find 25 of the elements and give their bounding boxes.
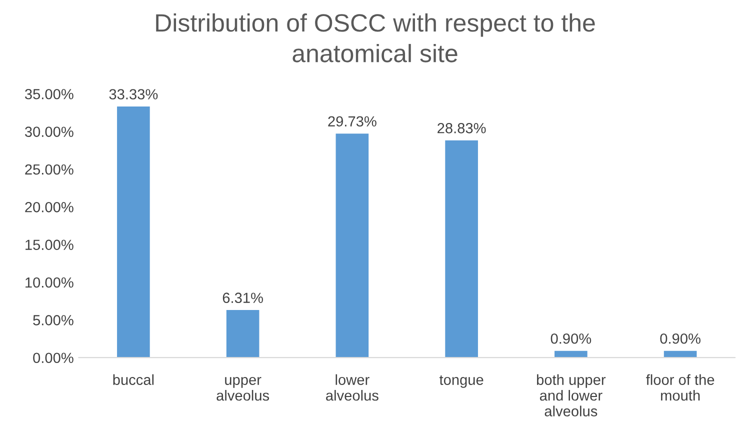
data-label: 28.83% — [438, 122, 486, 134]
x-tick-label: upper alveolus — [216, 376, 270, 401]
data-label: 29.73% — [328, 116, 376, 127]
bar — [117, 106, 150, 358]
y-tick-label: 15.00% — [26, 240, 74, 250]
bar — [336, 134, 369, 358]
x-tick-label: lower alveolus — [326, 374, 378, 401]
data-label: 0.90% — [550, 333, 592, 344]
y-tick-label: 5.00% — [33, 315, 74, 326]
y-tick-label: 30.00% — [24, 126, 74, 137]
y-tick-label: 0.00% — [33, 352, 74, 364]
x-tick-label: tongue — [439, 375, 484, 388]
chart-title: Distribution of OSCC with respect to the anatomical site — [156, 13, 595, 62]
bar — [226, 310, 260, 358]
x-tick-label: both upper and lower alveolus — [537, 374, 606, 416]
y-tick-label: 25.00% — [25, 164, 74, 175]
data-label: 33.33% — [109, 89, 158, 100]
x-tick-label: buccal — [113, 374, 154, 385]
y-tick-label: 35.00% — [24, 88, 74, 100]
data-label: 6.31% — [222, 292, 263, 304]
y-tick-label: 10.00% — [26, 277, 74, 288]
data-label: 0.90% — [660, 333, 700, 344]
x-tick-label: floor of the mouth — [646, 374, 714, 401]
y-tick-label: 20.00% — [25, 202, 74, 212]
bar — [445, 140, 478, 358]
